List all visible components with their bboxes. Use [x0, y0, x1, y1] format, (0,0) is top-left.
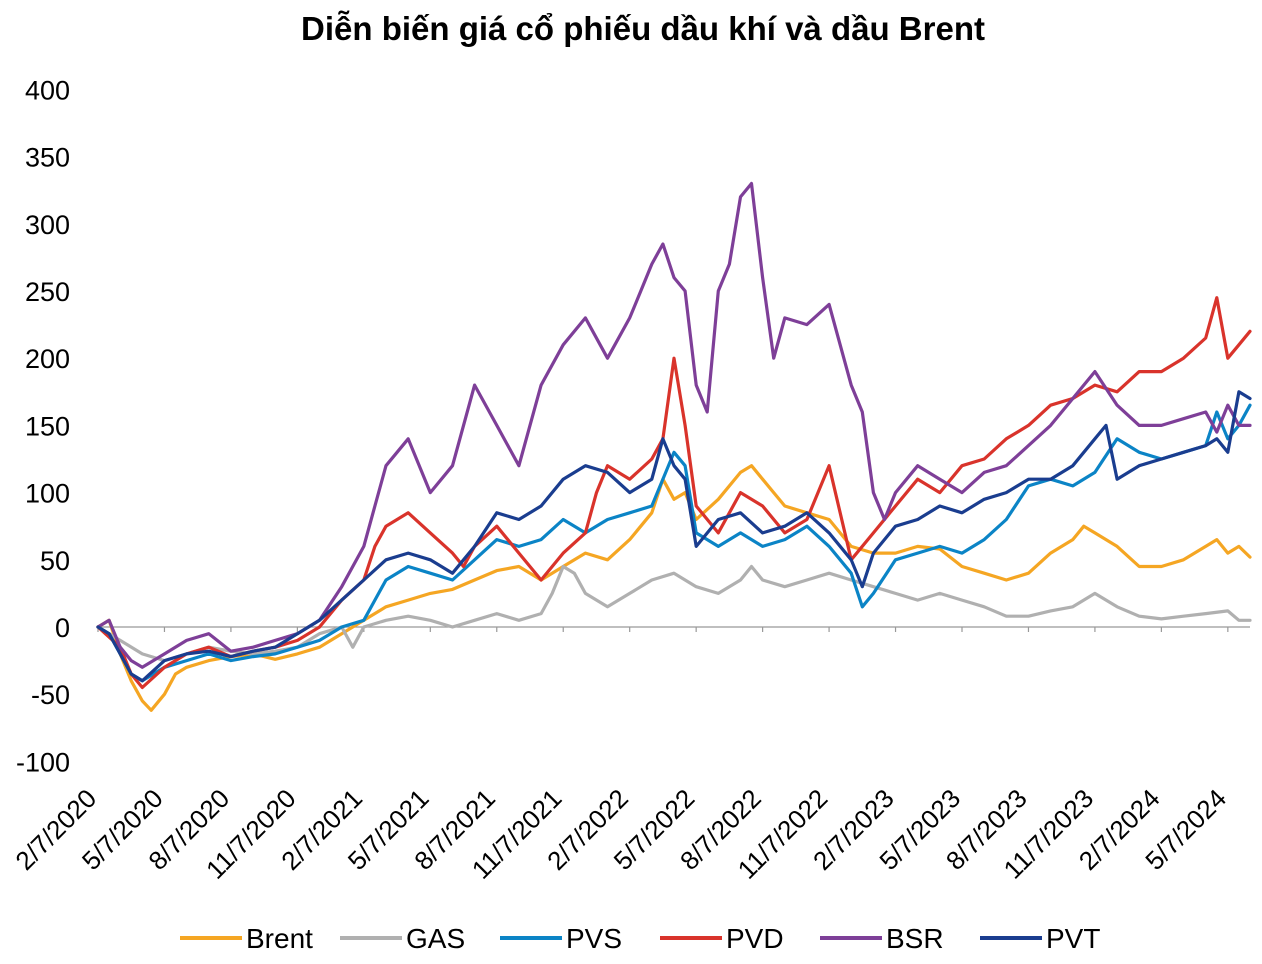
- y-tick-label: 300: [25, 210, 70, 240]
- chart-title: Diễn biến giá cổ phiếu dầu khí và dầu Br…: [301, 10, 985, 47]
- y-tick-label: 350: [25, 143, 70, 173]
- legend-label-pvd: PVD: [726, 923, 784, 954]
- series-line-gas: [96, 564, 1252, 663]
- legend-label-gas: GAS: [406, 923, 465, 954]
- series-line-bsr: [96, 181, 1252, 669]
- y-tick-label: 250: [25, 277, 70, 307]
- y-axis: 400 350 300 250 200 150 100 50 0 -50 -100: [16, 75, 70, 777]
- y-tick-label: 150: [25, 411, 70, 441]
- y-tick-label: 50: [40, 546, 70, 576]
- series-line-brent: [96, 464, 1252, 712]
- y-tick-label: 100: [25, 479, 70, 509]
- y-tick-label: 400: [25, 75, 70, 105]
- series-layer: [96, 181, 1252, 712]
- series-line-pvt: [96, 390, 1252, 683]
- legend-label-pvt: PVT: [1046, 923, 1100, 954]
- legend: Brent GAS PVS PVD BSR PVT: [180, 923, 1100, 954]
- y-tick-label: -50: [31, 680, 70, 710]
- legend-label-brent: Brent: [246, 923, 313, 954]
- series-line-pvd: [96, 296, 1252, 690]
- series-line-pvs: [96, 403, 1252, 683]
- y-tick-label: -100: [16, 747, 70, 777]
- legend-label-pvs: PVS: [566, 923, 622, 954]
- y-tick-label: 200: [25, 344, 70, 374]
- y-tick-label: 0: [55, 613, 70, 643]
- legend-label-bsr: BSR: [886, 923, 944, 954]
